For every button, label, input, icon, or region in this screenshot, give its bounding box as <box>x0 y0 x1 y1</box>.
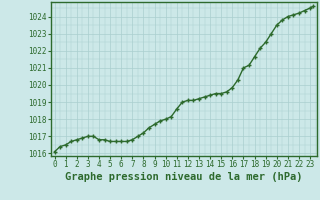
X-axis label: Graphe pression niveau de la mer (hPa): Graphe pression niveau de la mer (hPa) <box>65 172 303 182</box>
